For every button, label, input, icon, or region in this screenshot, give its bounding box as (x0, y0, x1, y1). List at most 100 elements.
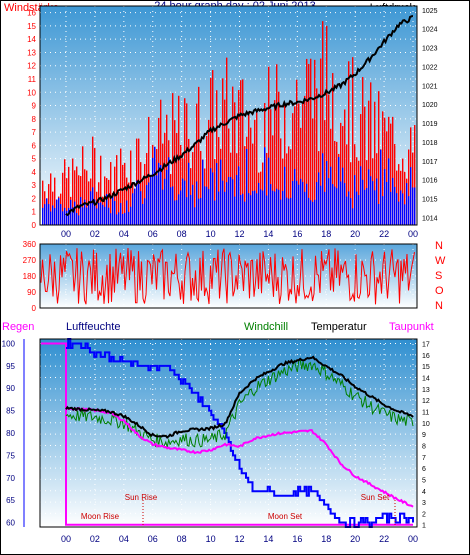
mean-wind-bar (178, 194, 180, 225)
mean-wind-bar (158, 162, 160, 225)
pressure-line (65, 14, 414, 217)
gust-bar (66, 178, 68, 225)
mean-wind-bar (396, 193, 398, 225)
mean-wind-bar (210, 168, 212, 225)
mean-wind-bar (390, 191, 392, 225)
mean-wind-bar (118, 212, 120, 225)
gust-bar (184, 98, 186, 225)
mean-wind-bar (278, 189, 280, 225)
temperature-x-tick: 04 (119, 534, 129, 544)
gust-bar (332, 73, 334, 226)
wind-y-tick: 2 (32, 194, 37, 203)
mean-wind-bar (50, 211, 52, 225)
mean-wind-bar (276, 188, 278, 225)
mean-wind-bar (176, 200, 178, 225)
gust-bar (148, 116, 150, 225)
gust-bar (326, 25, 328, 226)
gust-bar (94, 148, 96, 225)
gust-bar (228, 128, 230, 225)
mean-wind-bar (292, 180, 294, 225)
wind-x-tick: 16 (292, 229, 302, 239)
mean-wind-bar (246, 149, 248, 225)
gust-bar (226, 57, 228, 225)
mean-wind-bar (372, 181, 374, 225)
temperature-x-tick: 00 (408, 534, 418, 544)
gust-bar (284, 104, 286, 225)
wind-y-tick: 11 (28, 75, 37, 84)
mean-wind-bar (204, 186, 206, 225)
gust-bar (294, 106, 296, 225)
humidity-y-tick: 75 (6, 451, 15, 460)
wind-y-tick: 4 (32, 168, 37, 177)
mean-wind-bar (156, 175, 158, 225)
mean-wind-bar (316, 182, 318, 225)
mean-wind-bar (252, 190, 254, 225)
mean-wind-bar (72, 207, 74, 225)
gust-bar (196, 103, 198, 225)
mean-wind-bar (124, 212, 126, 225)
mean-wind-bar (232, 179, 234, 225)
temperature-y-tick: 5 (422, 477, 426, 484)
mean-wind-bar (92, 187, 94, 225)
gust-bar (320, 58, 322, 225)
wind-x-tick: 04 (119, 229, 129, 239)
mean-wind-bar (168, 157, 170, 225)
gust-bar (200, 150, 202, 225)
mean-wind-bar (262, 190, 264, 225)
humidity-y-ticks: 60 65 70 75 80 85 90 95 100 (2, 339, 16, 527)
compass-label: N (435, 300, 443, 312)
compass-label: W (435, 255, 446, 267)
temperature-y-tick: 15 (422, 364, 430, 371)
mean-wind-bar (184, 180, 186, 225)
gust-bar (218, 137, 220, 225)
temperature-x-tick: 14 (263, 534, 273, 544)
temperature-x-tick: 10 (206, 534, 216, 544)
gust-bar (286, 153, 288, 225)
mean-wind-bar (226, 182, 228, 225)
mean-wind-bar (108, 207, 110, 225)
pressure-y-tick: 1019 (422, 121, 438, 128)
mean-wind-bar (186, 197, 188, 225)
mean-wind-bar (152, 157, 154, 225)
mean-wind-bar (150, 174, 152, 225)
gust-bar (78, 175, 80, 225)
mean-wind-bar (388, 158, 390, 225)
gust-bar (198, 86, 200, 226)
mean-wind-bar (304, 191, 306, 225)
mean-wind-bar (314, 199, 316, 225)
mean-wind-bar (100, 202, 102, 225)
mean-wind-bar (400, 190, 402, 225)
temperature-y-tick: 6 (422, 466, 426, 473)
temperature-x-tick: 00 (61, 534, 71, 544)
mean-wind-bar (236, 175, 238, 225)
direction-trace (40, 247, 415, 305)
mean-wind-bar (208, 189, 210, 225)
mean-wind-bar (212, 172, 214, 225)
mean-wind-bar (138, 183, 140, 225)
temperature-y-tick: 10 (422, 421, 430, 428)
gust-bar (314, 59, 316, 225)
gust-bar (76, 166, 78, 225)
gust-bar (214, 159, 216, 225)
mean-wind-bar (216, 163, 218, 225)
temperature-y-tick: 7 (422, 455, 426, 462)
gust-bar (232, 86, 234, 226)
mean-wind-bar (76, 213, 78, 225)
mean-wind-bar (192, 184, 194, 225)
temperature-y-tick: 3 (422, 500, 426, 507)
mean-wind-bar (362, 179, 364, 225)
mean-wind-bar (80, 197, 82, 225)
mean-wind-bar (202, 159, 204, 225)
temperature-y-tick: 11 (422, 409, 429, 416)
wind-x-tick: 06 (148, 229, 158, 239)
mean-wind-bar (302, 181, 304, 225)
direction-plot-border (39, 243, 418, 309)
wind-x-ticks: 00 02 04 06 08 10 12 14 16 18 20 22 00 (61, 229, 418, 239)
mean-wind-bar (378, 203, 380, 225)
temperature-y-tick: 14 (422, 376, 430, 383)
mean-wind-bar (392, 177, 394, 225)
legend-dewpoint: Taupunkt (389, 321, 434, 333)
humidity-y-tick: 85 (6, 407, 15, 416)
mean-wind-bar (190, 194, 192, 225)
humidity-y-tick: 95 (6, 362, 15, 371)
